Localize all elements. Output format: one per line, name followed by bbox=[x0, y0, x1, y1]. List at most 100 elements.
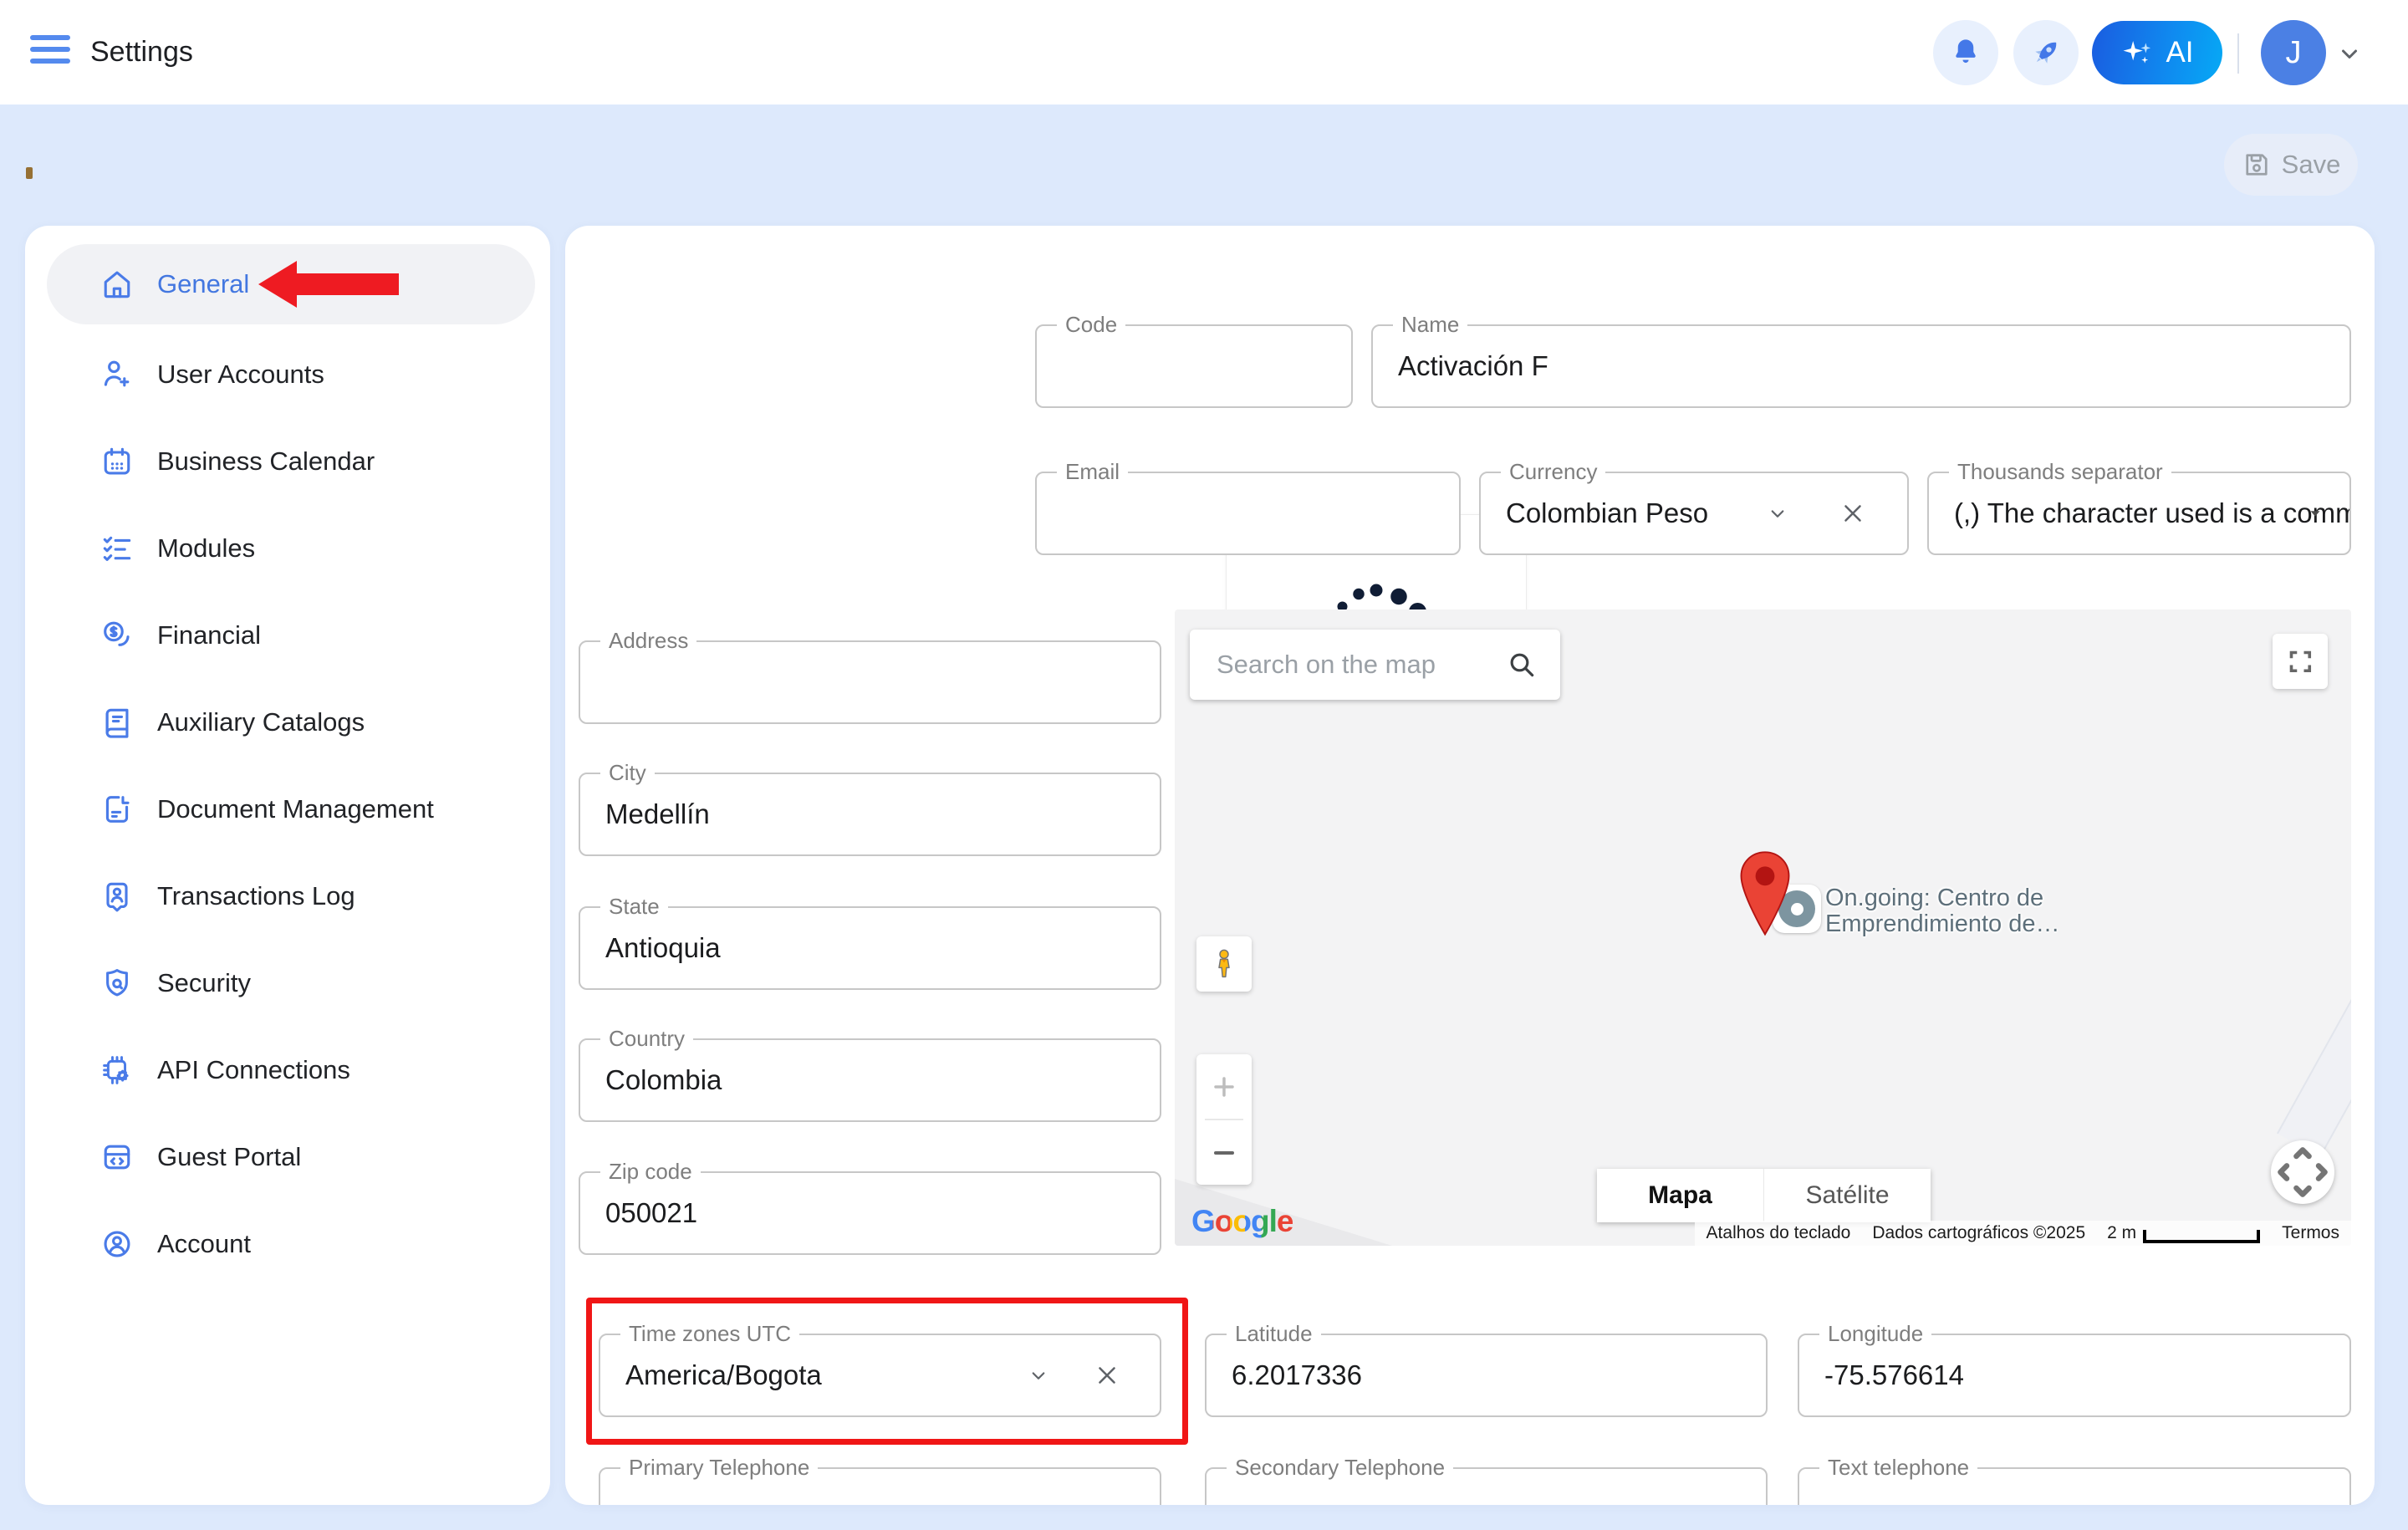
sidebar-item-account[interactable]: Account bbox=[25, 1201, 550, 1288]
field-value: Activación F bbox=[1398, 350, 1548, 381]
timezone-select[interactable]: Time zones UTC America/Bogota bbox=[599, 1321, 1161, 1417]
text-telephone-field[interactable]: Text telephone bbox=[1798, 1455, 2351, 1505]
field-value: Colombian Peso bbox=[1506, 497, 1709, 528]
primary-telephone-field[interactable]: Primary Telephone bbox=[599, 1455, 1161, 1505]
city-field[interactable]: City Medellín bbox=[579, 760, 1161, 856]
sidebar-item-api-connections[interactable]: API Connections bbox=[25, 1027, 550, 1114]
fullscreen-button[interactable] bbox=[2273, 634, 2328, 689]
map-tab[interactable]: Mapa bbox=[1597, 1169, 1763, 1222]
field-label: Currency bbox=[1501, 459, 1606, 485]
map-attribution: Atalhos do teclado Dados cartográficos ©… bbox=[1694, 1221, 2351, 1246]
location-marker-pin[interactable] bbox=[1733, 849, 1797, 941]
app-header: Settings AI J bbox=[0, 0, 2408, 105]
sidebar-item-label: API Connections bbox=[157, 1055, 350, 1084]
chevron-down-icon[interactable] bbox=[1026, 1363, 1051, 1388]
sidebar-item-financial[interactable]: Financial bbox=[25, 592, 550, 679]
save-button[interactable]: Save bbox=[2224, 134, 2358, 196]
document-clock-icon bbox=[99, 791, 135, 828]
sidebar-item-label: Account bbox=[157, 1229, 252, 1258]
address-field[interactable]: Address bbox=[579, 628, 1161, 724]
settings-sidebar: General User Accounts Business Calendar … bbox=[25, 226, 550, 1505]
person-circle-icon bbox=[99, 1226, 135, 1262]
floppy-disk-icon bbox=[2242, 150, 2272, 180]
avatar-initial: J bbox=[2285, 34, 2302, 70]
country-field[interactable]: Country Colombia bbox=[579, 1026, 1161, 1122]
sidebar-item-label: General bbox=[157, 269, 250, 298]
field-label: Text telephone bbox=[1819, 1455, 1978, 1481]
code-field[interactable]: Code bbox=[1035, 312, 1353, 408]
google-logo[interactable]: Google bbox=[1191, 1204, 1293, 1238]
sidebar-item-modules[interactable]: Modules bbox=[25, 505, 550, 592]
sidebar-item-user-accounts[interactable]: User Accounts bbox=[25, 331, 550, 418]
sidebar-item-document-management[interactable]: Document Management bbox=[25, 766, 550, 853]
field-label: Thousands separator bbox=[1949, 459, 2171, 485]
satellite-tab[interactable]: Satélite bbox=[1763, 1169, 1931, 1222]
scale-label: 2 m bbox=[2107, 1223, 2137, 1242]
currency-select[interactable]: Currency Colombian Peso bbox=[1479, 459, 1909, 555]
whats-new-button[interactable] bbox=[2013, 20, 2079, 85]
field-value: (,) The character used is a comma bbox=[1954, 497, 2349, 528]
catalog-book-icon bbox=[99, 704, 135, 741]
header-divider bbox=[2237, 33, 2239, 74]
pan-control[interactable] bbox=[2271, 1140, 2334, 1204]
secondary-telephone-field[interactable]: Secondary Telephone bbox=[1205, 1455, 1768, 1505]
zoom-out-button[interactable] bbox=[1196, 1120, 1252, 1185]
field-value: -75.576614 bbox=[1824, 1359, 1964, 1390]
sidebar-item-guest-portal[interactable]: Guest Portal bbox=[25, 1114, 550, 1201]
annotation-arrow-left bbox=[258, 261, 400, 308]
sidebar-item-general[interactable]: General bbox=[47, 244, 535, 324]
field-label: Zip code bbox=[600, 1159, 701, 1185]
shield-icon bbox=[99, 965, 135, 1002]
name-field[interactable]: Name Activación F bbox=[1371, 312, 2351, 408]
field-label: Latitude bbox=[1227, 1321, 1321, 1347]
calendar-icon bbox=[99, 443, 135, 480]
google-map[interactable]: On.going: Centro de Emprendimiento de… M… bbox=[1175, 609, 2351, 1246]
zoom-control bbox=[1196, 1054, 1252, 1185]
sidebar-item-label: Guest Portal bbox=[157, 1142, 302, 1171]
sidebar-item-business-calendar[interactable]: Business Calendar bbox=[25, 418, 550, 505]
general-settings-panel: FRACTTAL Code Name Activación F Email Cu… bbox=[565, 226, 2375, 1505]
map-search-input[interactable] bbox=[1190, 630, 1560, 700]
page-title: Settings bbox=[90, 36, 193, 68]
sparkles-icon bbox=[2120, 35, 2155, 70]
sidebar-item-label: Auxiliary Catalogs bbox=[157, 707, 365, 737]
longitude-field[interactable]: Longitude -75.576614 bbox=[1798, 1321, 2351, 1417]
terms-link[interactable]: Termos bbox=[2282, 1223, 2339, 1242]
chevron-down-icon[interactable] bbox=[1765, 501, 1790, 526]
search-icon[interactable] bbox=[1505, 648, 1538, 681]
sidebar-item-auxiliary-catalogs[interactable]: Auxiliary Catalogs bbox=[25, 679, 550, 766]
chip-gear-icon bbox=[99, 1052, 135, 1089]
notifications-button[interactable] bbox=[1933, 20, 1998, 85]
field-value: 6.2017336 bbox=[1232, 1359, 1362, 1390]
keyboard-shortcuts-link[interactable]: Atalhos do teclado bbox=[1706, 1223, 1851, 1242]
fullscreen-icon bbox=[2285, 646, 2315, 676]
street-view-pegman[interactable] bbox=[1196, 936, 1252, 992]
field-label: Name bbox=[1393, 312, 1468, 338]
sidebar-item-transactions-log[interactable]: Transactions Log bbox=[25, 853, 550, 940]
field-label: Address bbox=[600, 628, 697, 654]
field-value bbox=[1037, 326, 1351, 406]
field-label: Primary Telephone bbox=[620, 1455, 819, 1481]
thousands-separator-select[interactable]: Thousands separator (,) The character us… bbox=[1927, 459, 2351, 555]
state-field[interactable]: State Antioquia bbox=[579, 894, 1161, 990]
field-value bbox=[580, 642, 1160, 722]
field-value bbox=[1037, 473, 1459, 553]
clear-icon[interactable] bbox=[1839, 499, 1867, 528]
zip-code-field[interactable]: Zip code 050021 bbox=[579, 1159, 1161, 1255]
render-artifact bbox=[26, 167, 33, 179]
field-label: City bbox=[600, 760, 655, 786]
ai-assistant-button[interactable]: AI bbox=[2092, 21, 2222, 84]
sidebar-item-security[interactable]: Security bbox=[25, 940, 550, 1027]
user-avatar[interactable]: J bbox=[2261, 20, 2326, 85]
dropdown-caret-icon[interactable] bbox=[2306, 504, 2324, 523]
checklist-icon bbox=[99, 530, 135, 567]
field-label: Secondary Telephone bbox=[1227, 1455, 1454, 1481]
menu-icon[interactable] bbox=[30, 35, 70, 70]
latitude-field[interactable]: Latitude 6.2017336 bbox=[1205, 1321, 1768, 1417]
email-field[interactable]: Email bbox=[1035, 459, 1461, 555]
map-type-control: Mapa Satélite bbox=[1597, 1169, 1931, 1222]
account-menu-chevron-icon[interactable] bbox=[2334, 38, 2365, 69]
zoom-in-button[interactable] bbox=[1196, 1054, 1252, 1119]
badge-person-icon bbox=[99, 878, 135, 915]
clear-icon[interactable] bbox=[1093, 1361, 1121, 1390]
